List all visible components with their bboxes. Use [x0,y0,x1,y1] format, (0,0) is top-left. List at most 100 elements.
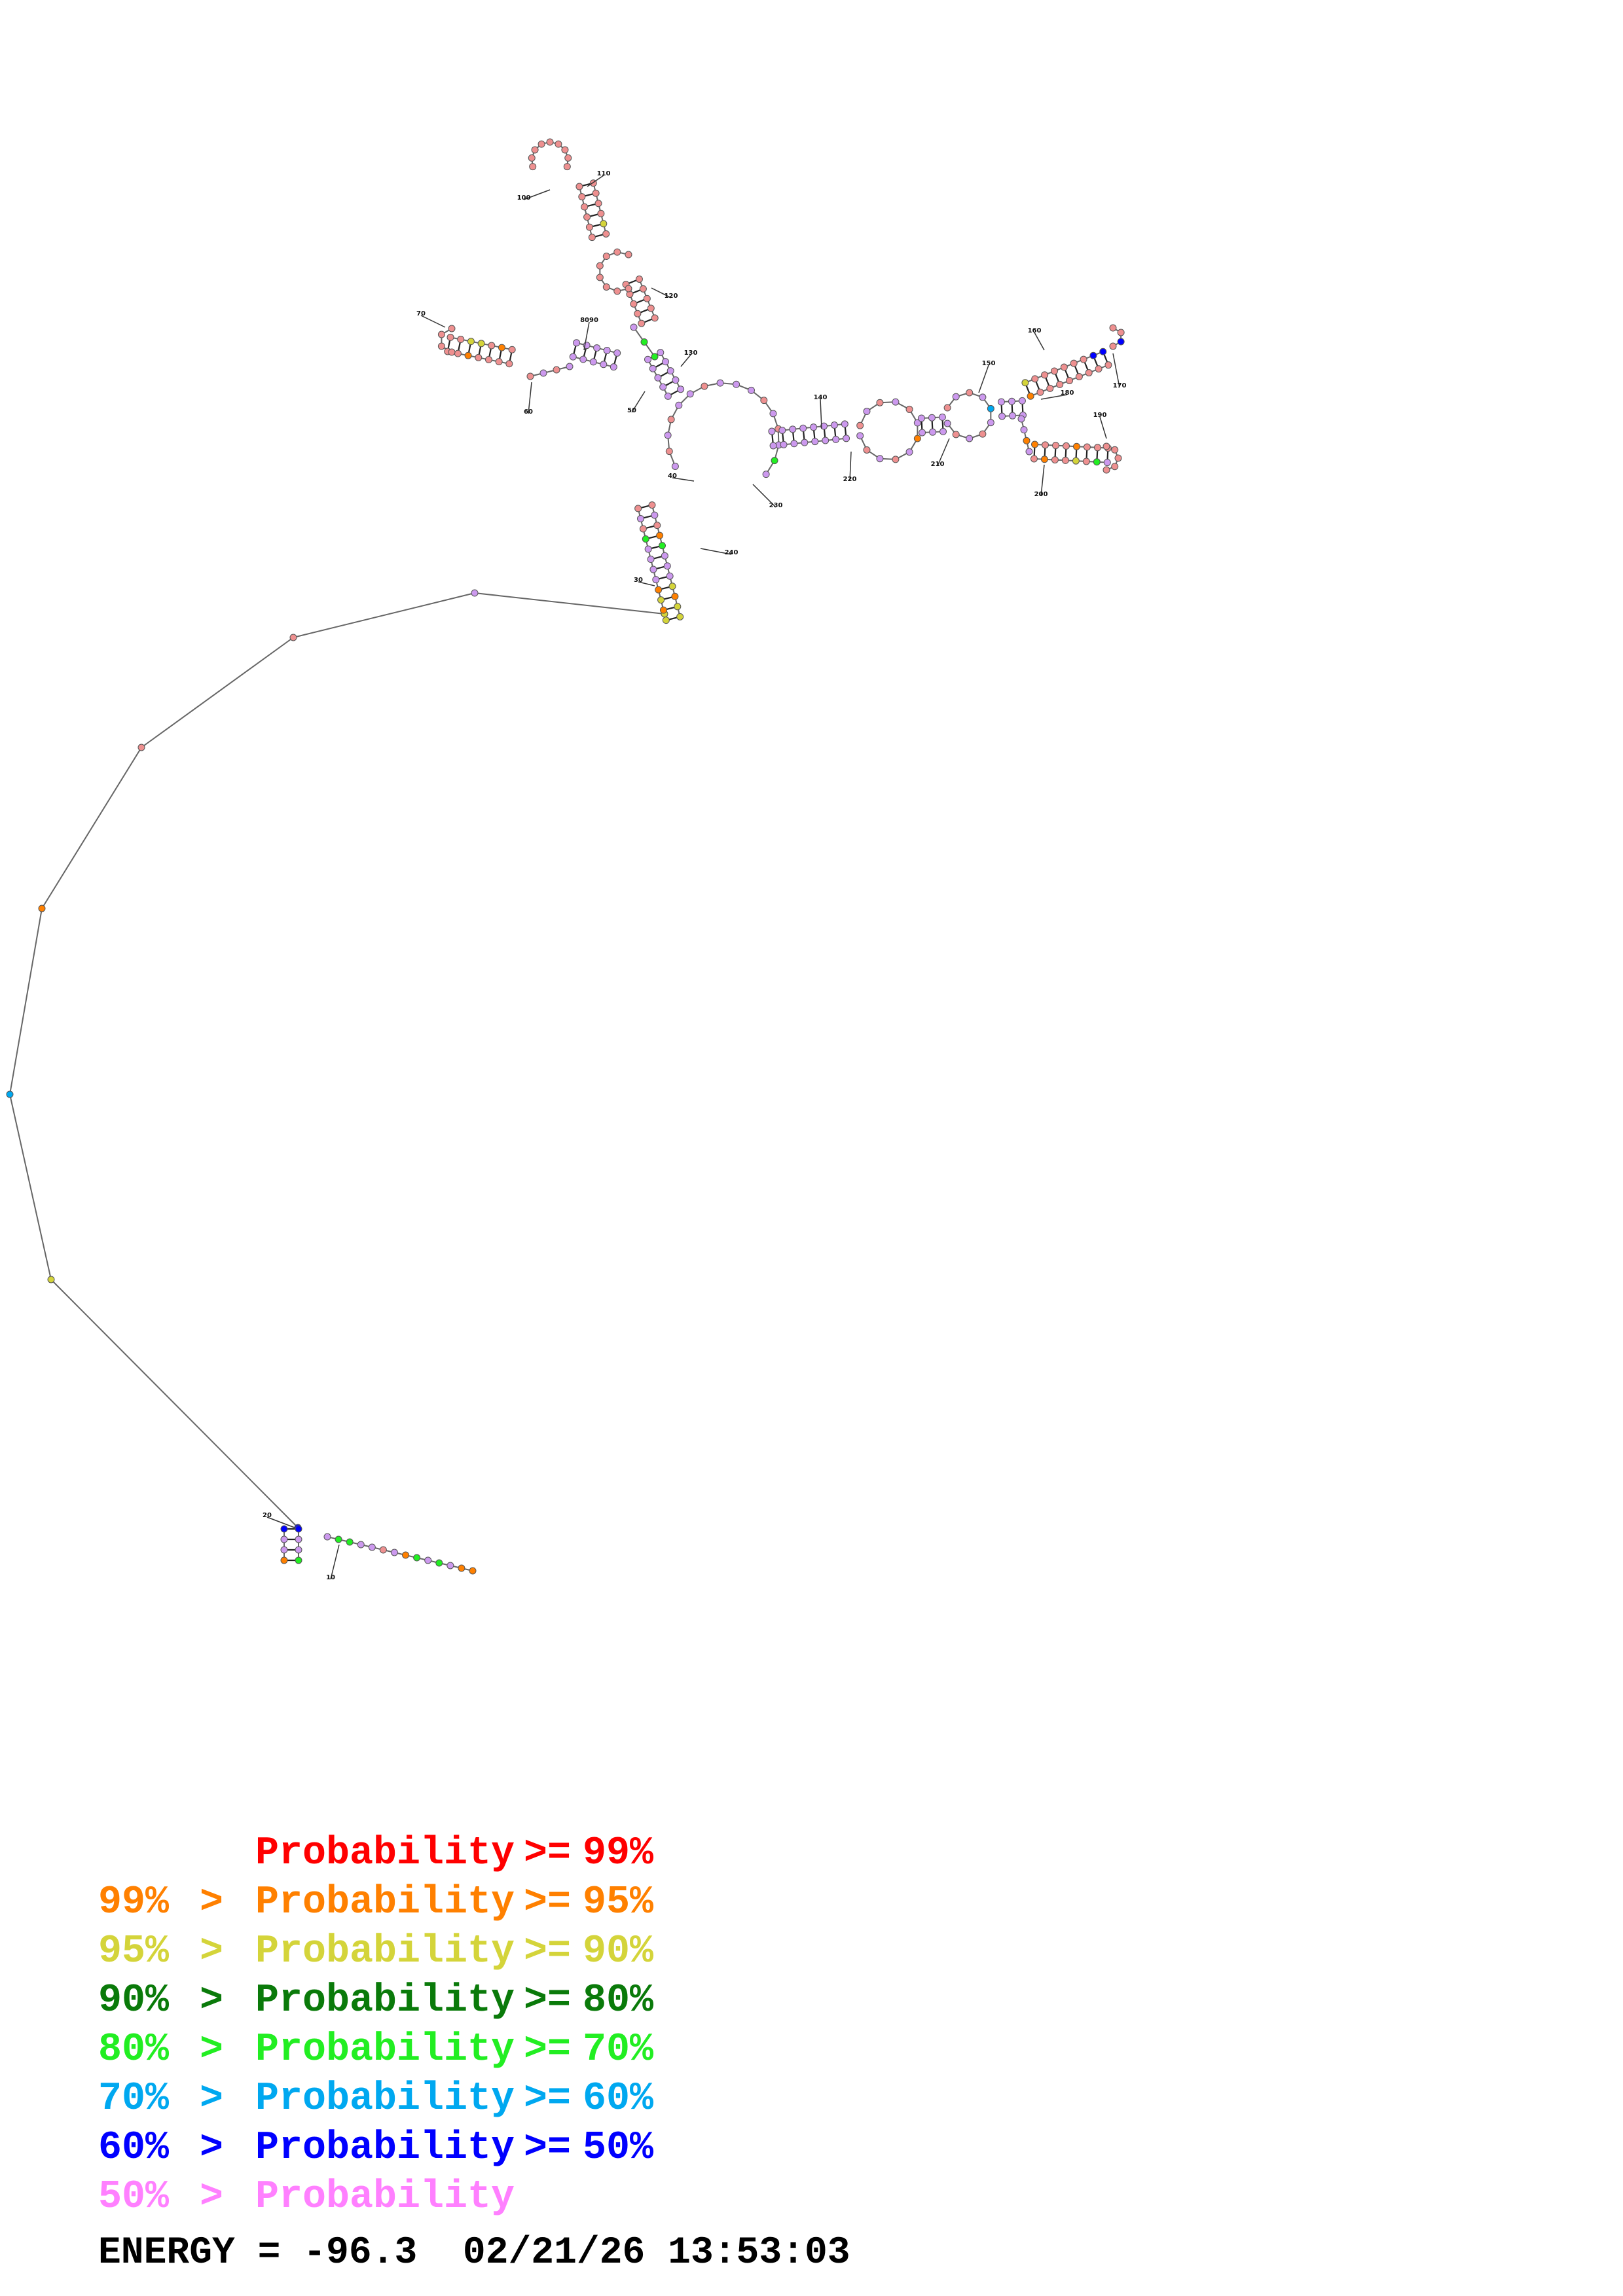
nucleotide [1031,375,1039,383]
nucleotide [1085,369,1093,377]
label-leader-line [1040,394,1068,400]
legend-greater-equal: >= [524,2028,572,2072]
nucleotide [566,363,574,370]
nucleotide [1052,442,1060,450]
nucleotide [762,471,770,478]
label-leader-line [1099,416,1107,439]
nucleotide [610,363,617,371]
nucleotide [634,505,642,512]
legend-upper-bound: 70% [583,2028,654,2072]
legend-probability-label: Probability [255,2126,515,2170]
base-pair-bonds [284,182,1109,1562]
backbone-segment [9,908,43,1095]
nucleotide [573,339,581,347]
nucleotide [280,1525,288,1533]
legend-greater-than: > [200,1979,224,2023]
nucleotide [563,163,571,171]
label-leader-line [266,1516,295,1528]
nucleotide [1066,376,1074,384]
nucleotide [1036,388,1044,396]
label-leader-line [587,175,604,187]
nucleotide [526,372,534,380]
nucleotide [575,183,583,190]
nucleotide [1027,392,1034,400]
label-leader-line [1040,464,1045,497]
nucleotide [1042,441,1049,449]
legend-probability-label: Probability [255,1880,515,1925]
nucleotide [1104,361,1112,369]
nucleotide [659,383,667,391]
nucleotide [659,542,666,550]
nucleotide [1117,329,1125,336]
nucleotide [625,285,632,293]
label-leader-line [752,484,776,508]
nucleotide [471,589,479,597]
legend-greater-than: > [200,2175,224,2219]
nucleotide [657,349,665,357]
nucleotide [665,448,673,456]
nucleotide [651,511,659,519]
nucleotide [686,390,694,398]
nucleotide [1041,371,1049,379]
nucleotide [596,274,604,281]
nucleotide [280,1546,288,1554]
nucleotide [564,154,572,162]
position-label: 220 [843,476,857,483]
nucleotide [651,353,659,361]
legend-probability-label: Probability [255,1979,515,2023]
nucleotide [928,414,936,422]
nucleotide [1111,463,1119,471]
nucleotide [651,314,659,322]
nucleotide [613,349,621,357]
label-leader-line [651,287,672,298]
nucleotide [1023,437,1030,444]
nucleotide [830,422,838,429]
legend-lower-bound: 90% [98,1979,170,2023]
nucleotide [672,376,680,384]
nucleotide [1018,397,1026,404]
nucleotide [701,382,708,390]
nucleotide [613,287,621,295]
nucleotide [1046,384,1054,392]
nucleotide [1072,442,1080,450]
label-leader-line [978,365,989,393]
nucleotide [454,350,462,357]
nucleotide [799,424,807,432]
nucleotide [1056,380,1064,388]
nucleotide [1051,456,1059,464]
nucleotide [467,338,475,346]
nucleotide [780,440,788,448]
nucleotide [585,223,593,231]
nucleotide [448,348,456,356]
position-label: 200 [1034,491,1048,498]
nucleotide [943,404,951,412]
nucleotide [561,146,569,154]
nucleotide [1109,342,1117,350]
position-label: 160 [1028,327,1042,334]
position-label: 30 [634,577,643,584]
nucleotide [892,398,900,406]
position-label: 100 [517,194,531,202]
nucleotide [6,1090,14,1098]
position-label: 180 [1061,389,1074,397]
nucleotide [841,420,848,428]
legend-greater-than: > [200,1929,224,1974]
legend-probability-label: Probability [255,2175,515,2219]
nucleotide [295,1525,302,1533]
nucleotide [1060,363,1068,371]
nucleotide [469,1567,477,1575]
nucleotide [600,220,608,228]
nucleotide [647,304,655,312]
nucleotide [810,423,818,431]
nucleotide [637,514,645,522]
nucleotide [716,379,724,387]
nucleotide [876,399,884,406]
nucleotide [748,386,755,394]
nucleotide [280,1556,288,1564]
nucleotide [457,336,465,344]
nucleotide [939,427,947,435]
nucleotide [997,398,1005,406]
backbone-segment [9,1094,52,1280]
label-leader-line [330,1544,340,1580]
